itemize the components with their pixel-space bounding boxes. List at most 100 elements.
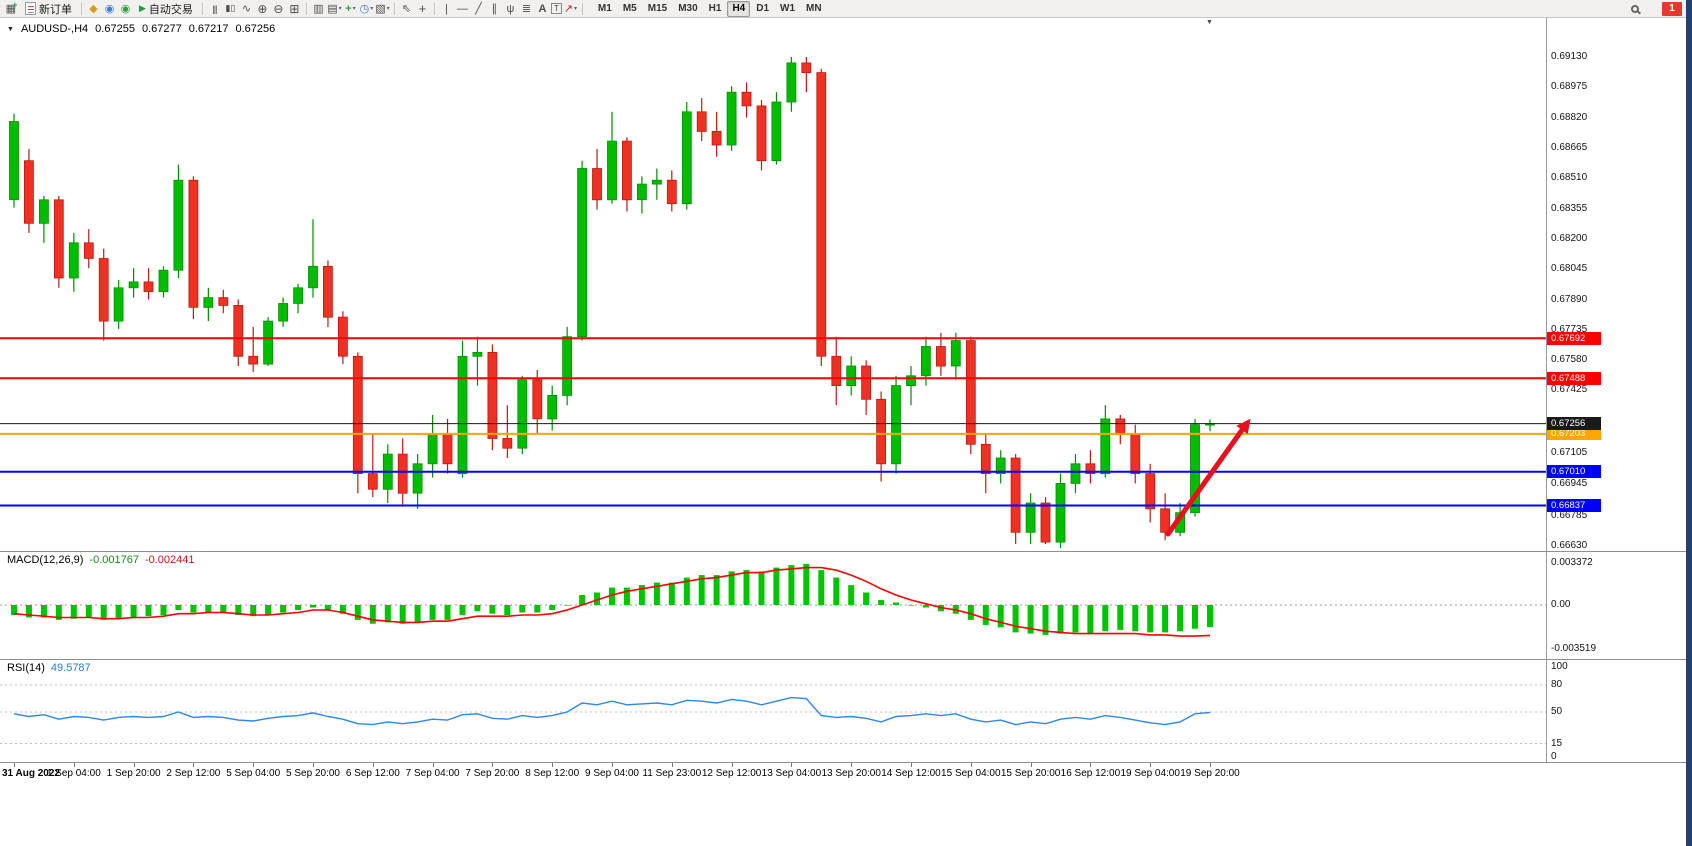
time-label: 2 Sep 12:00 [166,768,221,779]
chart-shift-marker[interactable]: ▼ [1206,19,1213,26]
indicators-glyph: + [345,2,352,15]
grid-chart-glyph: ▦ [5,3,17,15]
notification-badge[interactable]: 1 [1662,2,1682,16]
time-label: 14 Sep 12:00 [881,768,941,779]
new-order-label: 新订单 [39,3,72,16]
time-tick [1090,763,1092,767]
text-tool-icon[interactable]: A [538,2,547,15]
time-tick [791,763,793,767]
ohlc-open: 0.67255 [95,23,135,35]
rsi-panel[interactable] [0,661,1692,762]
timeframe-d1[interactable]: D1 [756,2,770,14]
zoom-in-icon[interactable]: ⊕ [257,1,268,16]
macd-label: MACD(12,26,9) [7,554,84,566]
time-tick [1210,763,1211,767]
time-tick [133,763,135,767]
cursor-icon[interactable]: ⇖ [401,3,412,15]
timeframe-w1[interactable]: W1 [780,2,796,14]
timeframe-m15[interactable]: M15 [647,2,668,14]
time-tick [73,763,75,767]
time-label: 12 Sep 12:00 [701,768,762,779]
ohlc-low: 0.67217 [188,23,229,35]
time-tick [612,763,613,767]
time-label: 13 Sep 20:00 [821,768,881,779]
timeframe-m1[interactable]: M1 [597,2,612,14]
time-tick [970,763,972,767]
caret-down-icon: ▾ [386,6,390,12]
timeframe-h4[interactable]: H4 [727,0,751,17]
profiles-glyph: ▤ [327,3,338,15]
macd-main-value: -0.001767 [89,554,139,566]
fibonacci-tool-icon[interactable]: ≣ [521,3,532,15]
channel-tool-icon[interactable]: ∥ [491,3,498,15]
time-tick [492,763,494,767]
time-tick [432,763,434,767]
time-label: 19 Sep 20:00 [1180,768,1240,779]
time-tick [552,763,554,767]
tile-windows-icon[interactable]: ⊞ [289,1,300,16]
trendline-tool-icon[interactable]: ╱ [475,3,482,15]
timeframe-m30[interactable]: M30 [678,2,698,14]
time-label: 31 Aug 2022 [2,768,60,779]
magnifier-glyph [1630,4,1639,13]
time-label: 7 Sep 04:00 [405,768,460,779]
timeframe-mn[interactable]: MN [806,2,822,14]
panel-separator[interactable] [0,659,1692,660]
zoom-out-icon[interactable]: ⊖ [273,1,284,16]
toolbar-separator [305,2,307,15]
time-label: 15 Sep 20:00 [1000,768,1061,779]
new-chart-icon[interactable]: ▦ + [4,0,19,17]
candlestick-chart[interactable] [0,18,1692,551]
toolbar: ▦ + 新订单 ◆ ◉ ◉ ▶ 自动交易 ||| ▮▯ ∿ ⊕ ⊖ ⊞ ▥ ▤ ▾ +… [0,0,1692,18]
caret-down-icon: ▾ [574,6,578,12]
timeframe-m5[interactable]: M5 [622,2,637,14]
clock-glyph: ◷ [359,3,370,15]
time-label: 11 Sep 23:00 [642,768,702,779]
caret-down-icon: ▾ [370,6,374,12]
search-icon[interactable] [1627,1,1642,17]
macd-header: MACD(12,26,9) -0.001767 -0.002441 [7,554,195,566]
arrows-tool-icon[interactable]: ↗ ▾ [563,1,578,17]
horizontal-line-tool-icon[interactable]: — [456,2,468,15]
chart-window-glyph: ▥ [313,3,324,15]
autotrading-play-icon: ▶ [139,3,146,13]
periods-icon[interactable]: ◷ ▾ [359,1,374,17]
macd-panel[interactable] [0,553,1692,659]
news-icon[interactable]: ◉ [104,3,115,15]
bar-chart-icon[interactable]: ||| [212,3,217,14]
vertical-line-tool-icon[interactable]: | [444,2,448,15]
label-tool-icon[interactable]: T [550,3,562,14]
time-label: 6 Sep 12:00 [345,768,400,779]
caret-down-icon: ▾ [352,6,356,12]
community-icon[interactable]: ◉ [120,3,131,15]
templates-icon[interactable]: ▧ ▾ [375,1,390,17]
pitchfork-tool-icon[interactable]: ψ [506,2,515,15]
time-tick [911,763,912,767]
panel-separator[interactable] [0,551,1692,552]
rsi-header: RSI(14) 49.5787 [7,662,91,674]
time-label: 8 Sep 12:00 [525,768,580,779]
new-order-button[interactable]: 新订单 [20,1,77,17]
profiles-icon[interactable]: ▤ ▾ [327,1,342,17]
time-tick [1030,763,1032,767]
time-label: 9 Sep 04:00 [585,768,639,779]
templates-glyph: ▧ [375,3,386,15]
autotrading-label: 自动交易 [148,3,193,16]
candlestick-chart-icon[interactable]: ▮▯ [225,3,236,13]
time-label: 19 Sep 04:00 [1120,768,1180,779]
metaeditor-icon[interactable]: ◆ [89,3,98,15]
chart-window-icon[interactable]: ▥ [311,1,326,17]
panel-separator [0,762,1692,763]
time-label: 13 Sep 04:00 [761,768,822,779]
indicators-icon[interactable]: + ▾ [343,1,358,17]
toolbar-separator [393,2,395,15]
timeframe-h1[interactable]: H1 [708,2,722,14]
time-label: 15 Sep 04:00 [941,768,1001,779]
time-axis[interactable]: 31 Aug 2022 1 Sep 04:00 1 Sep 20:00 2 Sep 1… [0,763,1692,783]
crosshair-icon[interactable]: + [418,1,427,16]
chart-menu-icon[interactable]: ▼ [7,25,14,33]
line-chart-icon[interactable]: ∿ [241,3,252,15]
toolbar-separator [81,2,82,15]
plus-icon: + [12,0,18,10]
autotrading-button[interactable]: ▶ 自动交易 [134,1,198,17]
